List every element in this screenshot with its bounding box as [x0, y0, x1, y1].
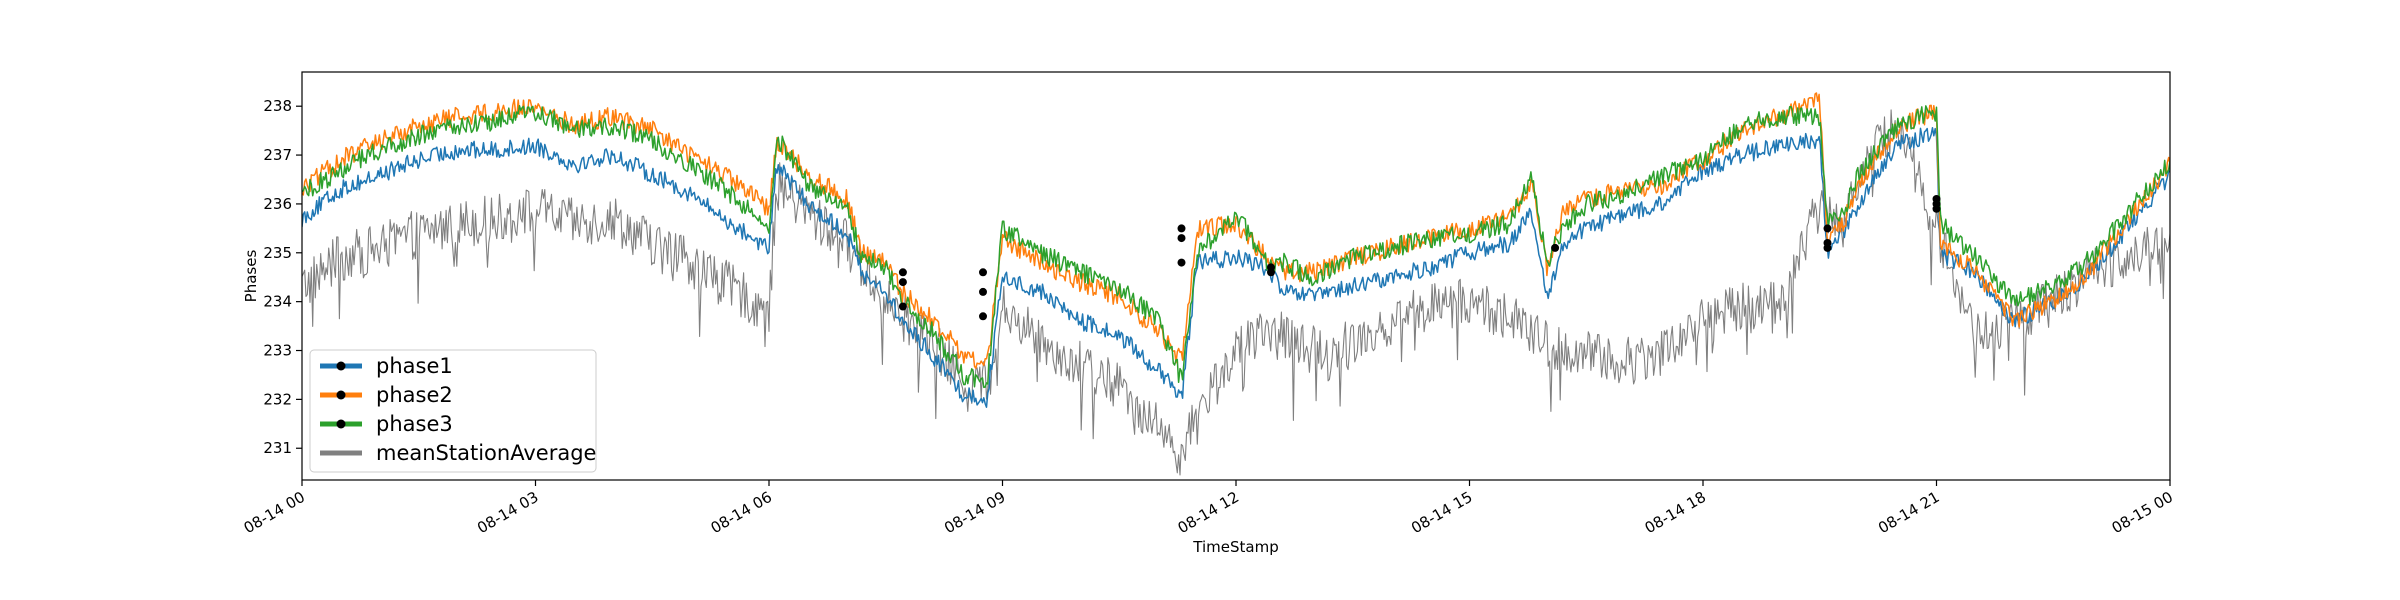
- y-axis: 231 232 233 234 235 236 237 238: [263, 97, 302, 457]
- marker-phase1-0: [898, 302, 907, 311]
- y-tick-label: 236: [263, 195, 292, 213]
- legend-marker-phase1: [336, 361, 346, 371]
- marker-layer: [898, 195, 1941, 321]
- series-line-meanStationAverage: [302, 109, 2170, 476]
- y-tick-label: 238: [263, 97, 292, 115]
- marker-phase3-5: [1932, 199, 1941, 208]
- y-tick-label: 231: [263, 439, 292, 457]
- legend-marker-phase2: [336, 390, 346, 400]
- series-layer: [302, 92, 2170, 476]
- marker-phase2-4: [1823, 224, 1832, 233]
- marker-phase2-1: [979, 268, 987, 277]
- y-tick-label: 232: [263, 390, 292, 408]
- series-line-phase2: [302, 92, 2170, 370]
- y-tick-label: 234: [263, 293, 292, 311]
- legend-label-phase1: phase1: [376, 354, 453, 378]
- y-axis-label: Phases: [242, 250, 260, 303]
- marker-phase1-1: [979, 312, 987, 321]
- y-tick-label: 235: [263, 244, 292, 262]
- marker-phase2-3: [1267, 263, 1275, 272]
- y-tick-label: 233: [263, 342, 292, 360]
- x-axis-label: TimeStamp: [1192, 538, 1278, 556]
- marker-phase3-4: [1823, 239, 1832, 247]
- legend-marker-phase3: [336, 419, 346, 429]
- marker-phase2-2: [1177, 224, 1186, 233]
- legend-label-phase3: phase3: [376, 412, 453, 436]
- marker-phase3-1: [979, 287, 987, 296]
- series-line-phase1: [302, 126, 2170, 408]
- legend-label-meanStationAverage: meanStationAverage: [376, 441, 596, 465]
- legend-label-phase2: phase2: [376, 383, 453, 407]
- marker-phase1-2: [1177, 258, 1186, 267]
- series-line-phase3: [302, 105, 2170, 389]
- marker-phase3-0: [898, 278, 907, 287]
- legend: phase1 phase2 phase3 meanStationAverage: [309, 349, 597, 473]
- marker-phase3-2: [1177, 234, 1186, 243]
- legend-box: [309, 349, 597, 473]
- marker-phase3-3: [1551, 243, 1560, 252]
- y-tick-label: 237: [263, 146, 292, 164]
- marker-phase2-0: [898, 268, 907, 277]
